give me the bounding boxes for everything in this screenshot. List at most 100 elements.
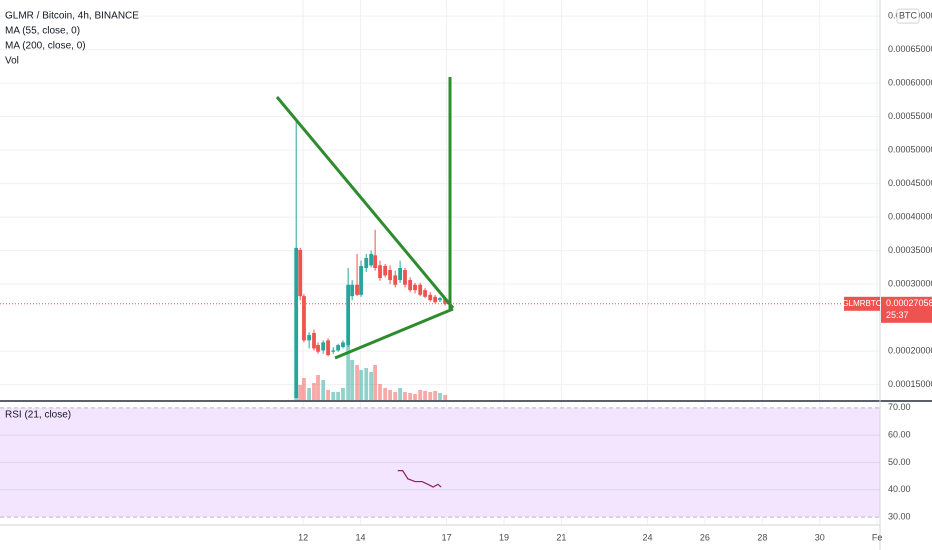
candle-body — [428, 294, 433, 301]
symbol-label: GLMRBTC — [842, 299, 881, 308]
axes: 12 14 17 19 21 24 26 28 30 Fe 0.00015000 0.00020000… — [298, 8, 932, 542]
candle-body — [364, 257, 369, 269]
candle-body — [423, 290, 427, 297]
price-label: 0.00027058 — [886, 298, 932, 308]
candle-body — [326, 340, 330, 356]
volume-bar — [418, 390, 423, 400]
y-tick-label: 40.00 — [888, 484, 911, 494]
y-tick-label: 0.00020000 — [888, 345, 932, 355]
volume-bar — [341, 388, 345, 400]
volume-bar — [307, 388, 312, 400]
volume-bar — [373, 365, 378, 400]
volume-bar — [398, 388, 403, 400]
candle-body — [346, 284, 351, 346]
candle-body — [312, 332, 316, 349]
marks — [0, 119, 880, 488]
volume-bar — [433, 391, 438, 400]
candle-body — [383, 265, 388, 276]
volume-bar — [378, 384, 382, 400]
candle-body — [316, 345, 320, 352]
candle-body — [433, 296, 438, 303]
volume-bar — [316, 375, 320, 400]
candle-body — [418, 284, 423, 295]
trend-line — [334, 307, 454, 360]
candle-body — [373, 255, 378, 269]
y-tick-label: 0.00065000 — [888, 44, 932, 54]
trend-line — [275, 96, 455, 309]
candle-body — [359, 265, 363, 295]
volume-bar — [403, 392, 407, 400]
candle-body — [388, 270, 392, 281]
volume-bar — [408, 393, 413, 400]
volume-bar — [321, 380, 326, 400]
volume-bar — [443, 395, 448, 400]
volume-bar — [336, 392, 341, 400]
x-tick-label: 24 — [643, 532, 653, 542]
volume-bar — [428, 392, 433, 400]
y-tick-label: 0.00050000 — [888, 144, 932, 154]
price-box — [881, 296, 932, 323]
y-tick-label: 70.00 — [888, 402, 911, 412]
chart-title: GLMR / Bitcoin, 4h, BINANCE — [5, 11, 139, 22]
unit-badge — [896, 8, 920, 24]
volume-bar — [413, 394, 417, 400]
volume-bar — [302, 378, 306, 400]
x-tick-label: 12 — [298, 532, 308, 542]
indicator-label: MA (200, close, 0) — [5, 41, 86, 52]
volume-bar — [383, 388, 388, 400]
x-tick-label: Fe — [872, 532, 883, 542]
volume-bar — [438, 393, 442, 400]
candle-body — [331, 350, 336, 352]
x-tick-label: 30 — [815, 532, 825, 542]
y-tick-label: 60.00 — [888, 430, 911, 440]
y-tick-label: 0.00060000 — [888, 77, 932, 87]
y-tick-label: 50.00 — [888, 457, 911, 467]
symbol-box — [844, 296, 880, 311]
candle-body — [321, 342, 326, 351]
volume-bar — [331, 392, 336, 400]
candle-body — [443, 298, 448, 304]
volume-bar — [346, 345, 351, 400]
candle-body — [302, 296, 306, 341]
rsi-pane — [0, 407, 880, 518]
volume-bar — [298, 385, 303, 400]
unit-badge-label: BTC — [899, 10, 918, 20]
y-tick-label: 0.00030000 — [888, 278, 932, 288]
volume-bar — [350, 360, 355, 400]
y-tick-label: 0.00045000 — [888, 178, 932, 188]
x-tick-label: 14 — [355, 532, 365, 542]
candle-body — [413, 284, 417, 291]
volume-bar — [369, 372, 374, 400]
indicator-label: Vol — [5, 56, 19, 67]
candle-body — [336, 345, 341, 351]
candle-body — [294, 247, 299, 398]
candle-body — [341, 342, 345, 348]
volume-bar — [312, 383, 316, 400]
y-tick-label: 0.00040000 — [888, 211, 932, 221]
candle-body — [408, 280, 413, 291]
x-tick-label: 21 — [556, 532, 566, 542]
y-tick-label: 0.00035000 — [888, 245, 932, 255]
x-tick-label: 19 — [499, 532, 509, 542]
volume-bar — [355, 365, 359, 400]
rsi-line — [397, 470, 442, 488]
x-tick-label: 17 — [442, 532, 452, 542]
y-tick-label: 0.00055000 — [888, 111, 932, 121]
grid — [0, 0, 880, 525]
candle-body — [403, 270, 407, 285]
countdown-label: 25:37 — [886, 310, 909, 320]
volume-bar — [388, 390, 392, 400]
volume-bar — [326, 390, 330, 400]
candle-body — [298, 249, 303, 297]
candle-body — [369, 253, 374, 266]
candle-body — [350, 284, 355, 297]
x-tick-label: 26 — [700, 532, 710, 542]
candle-body — [355, 284, 359, 295]
y-tick-label: 0.00015000 — [888, 379, 932, 389]
rsi-title: RSI (21, close) — [5, 410, 71, 421]
candle-body — [378, 265, 382, 279]
volume-bar — [364, 368, 369, 400]
candle-body — [438, 298, 442, 301]
volume-bar — [359, 370, 363, 400]
